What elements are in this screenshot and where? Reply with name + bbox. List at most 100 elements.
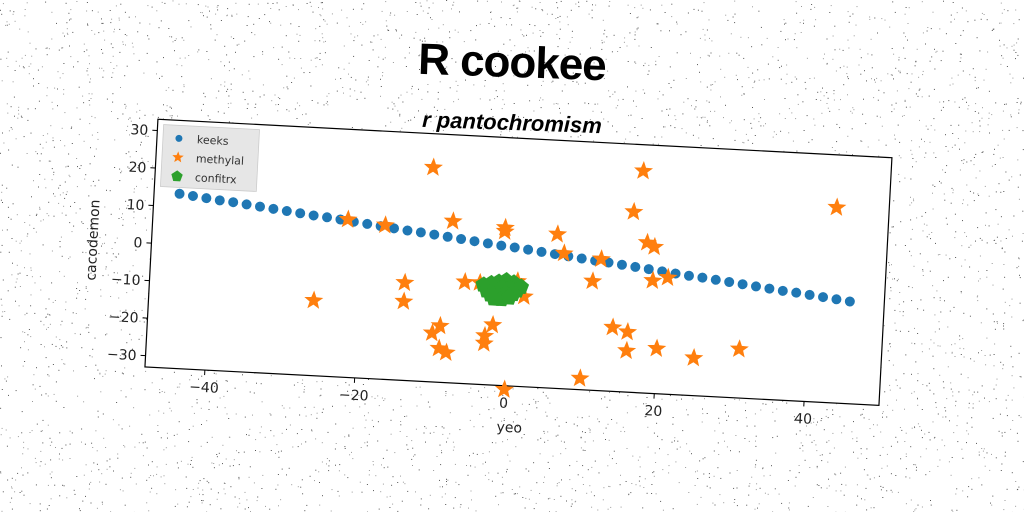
y-tick-label: −30 [107, 347, 137, 365]
methylal-point [304, 290, 324, 309]
legend-marker-confitrx [171, 170, 183, 182]
x-tick-label: −20 [339, 387, 369, 405]
methylal-point [643, 270, 663, 290]
keeks-point [818, 292, 829, 303]
keeks-point [523, 244, 534, 255]
methylal-point [429, 338, 449, 357]
x-tick-label: −40 [189, 379, 219, 397]
keeks-point [737, 279, 748, 290]
keeks-point [308, 210, 319, 221]
keeks-point [616, 259, 627, 270]
keeks-point [322, 212, 333, 223]
keeks-point [630, 261, 641, 272]
keeks-point [295, 208, 306, 219]
keeks-point [201, 193, 212, 204]
x-tick-label: 40 [794, 411, 813, 428]
methylal-point [603, 317, 623, 336]
methylal-point [591, 249, 611, 268]
methylal-point [423, 157, 443, 176]
methylal-point [338, 209, 358, 228]
y-tick-label: 20 [128, 160, 147, 177]
keeks-point [482, 238, 493, 249]
series-methylal [304, 157, 847, 398]
keeks-point [844, 296, 855, 307]
keeks-point [710, 274, 721, 285]
x-axis-label: yeo [496, 419, 522, 436]
keeks-point [241, 199, 252, 210]
methylal-point [443, 211, 463, 230]
keeks-point [750, 281, 761, 292]
methylal-point [422, 323, 442, 342]
keeks-point [254, 201, 265, 212]
keeks-point [496, 240, 507, 251]
methylal-point [827, 197, 847, 216]
keeks-point [791, 287, 802, 298]
methylal-point [583, 271, 603, 290]
methylal-point [455, 272, 475, 291]
legend-label-keeks: keeks [197, 133, 230, 148]
keeks-point [415, 227, 426, 238]
methylal-point [495, 217, 515, 237]
keeks-point [509, 242, 520, 253]
keeks-point [643, 264, 654, 275]
confitrx-point [501, 289, 518, 305]
legend-marker-methylal [172, 151, 184, 163]
methylal-point [483, 314, 503, 334]
methylal-point [375, 215, 395, 234]
methylal-point [729, 339, 749, 358]
keeks-point [683, 270, 694, 281]
series-confitrx [475, 272, 530, 307]
keeks-point [442, 231, 453, 242]
methylal-point [624, 201, 644, 221]
methylal-point [395, 272, 415, 292]
keeks-point [402, 225, 413, 236]
legend-label-confitrx: confitrx [195, 171, 238, 186]
keeks-point [576, 253, 587, 264]
y-tick-label: 0 [133, 235, 143, 251]
methylal-point [570, 368, 590, 387]
keeks-point [214, 195, 225, 206]
methylal-point [645, 236, 665, 256]
y-tick-label: 30 [130, 122, 149, 139]
y-tick-label: 10 [126, 197, 145, 214]
keeks-point [831, 294, 842, 305]
methylal-point [684, 348, 704, 367]
methylal-point [436, 342, 456, 361]
legend-label-methylal: methylal [196, 152, 245, 168]
keeks-point [536, 246, 547, 257]
methylal-point [658, 267, 678, 287]
keeks-point [187, 190, 198, 201]
methylal-point [647, 338, 667, 357]
x-tick-label: 20 [644, 403, 663, 420]
legend: keeks methylal confitrx [159, 124, 260, 192]
keeks-point [268, 203, 279, 214]
keeks-point [697, 272, 708, 283]
methylal-point [430, 315, 450, 335]
keeks-point [389, 223, 400, 234]
methylal-point [394, 291, 414, 310]
keeks-point [777, 285, 788, 296]
keeks-point [429, 229, 440, 240]
keeks-point [228, 197, 239, 208]
series-keeks [174, 188, 855, 307]
keeks-point [174, 188, 185, 199]
keeks-point [804, 289, 815, 300]
methylal-point [554, 243, 574, 262]
methylal-point [474, 333, 494, 352]
x-tick-label: 0 [499, 396, 509, 412]
legend-marker-keeks [175, 134, 183, 142]
keeks-point [657, 266, 668, 277]
methylal-point [475, 325, 495, 345]
y-tick-label: −10 [111, 272, 141, 290]
keeks-point [764, 283, 775, 294]
keeks-point [456, 233, 467, 244]
keeks-point [281, 206, 292, 217]
y-axis-label: cacodemon [83, 199, 103, 281]
methylal-point [494, 379, 514, 398]
methylal-point [548, 224, 568, 243]
methylal-point [617, 340, 637, 360]
methylal-point [514, 286, 534, 305]
keeks-point [724, 277, 735, 288]
keeks-point [469, 236, 480, 247]
